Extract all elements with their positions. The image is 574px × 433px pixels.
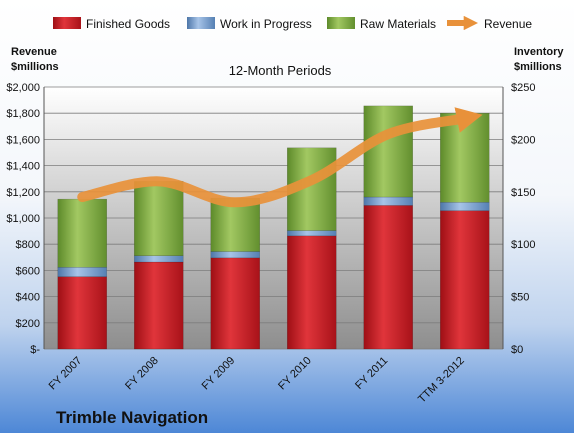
left-tick-label: $600 bbox=[16, 265, 40, 277]
legend-label-raw-materials: Raw Materials bbox=[360, 17, 436, 31]
left-axis-ticks: $- $200 $400 $600 $800 $1,000 $1,200 $1,400 $1,6… bbox=[6, 82, 40, 356]
right-tick-label: $0 bbox=[511, 344, 523, 356]
bar-finished-goods bbox=[57, 276, 107, 350]
right-tick-label: $100 bbox=[511, 239, 535, 251]
bar-work-in-progress bbox=[363, 196, 413, 206]
company-name: Trimble Navigation bbox=[56, 408, 208, 427]
legend-swatch-raw-materials bbox=[327, 17, 355, 29]
revenue-line bbox=[77, 107, 483, 208]
right-tick-label: $250 bbox=[511, 82, 535, 94]
bar-finished-goods bbox=[287, 235, 337, 350]
left-tick-label: $1,000 bbox=[6, 213, 40, 225]
bar-work-in-progress bbox=[287, 230, 337, 237]
right-axis-ticks: $0 $50 $100 $150 $200 $250 bbox=[511, 82, 535, 356]
bar-work-in-progress bbox=[134, 255, 184, 263]
right-tick-label: $50 bbox=[511, 292, 529, 304]
revenue-line-layer bbox=[77, 107, 483, 208]
chart-subtitle: 12-Month Periods bbox=[229, 63, 332, 78]
legend-label-work-in-progress: Work in Progress bbox=[220, 17, 312, 31]
bar-work-in-progress bbox=[57, 267, 107, 277]
legend-label-revenue: Revenue bbox=[484, 17, 532, 31]
left-tick-label: $2,000 bbox=[6, 82, 40, 94]
bar-finished-goods bbox=[134, 261, 184, 350]
left-tick-label: $1,600 bbox=[6, 134, 40, 146]
bar-finished-goods bbox=[363, 205, 413, 350]
left-tick-label: $1,800 bbox=[6, 108, 40, 120]
legend-swatch-work-in-progress bbox=[187, 17, 215, 29]
left-tick-label: $- bbox=[30, 344, 40, 356]
bar-raw-materials bbox=[134, 181, 184, 256]
left-axis-title-line2: $millions bbox=[11, 61, 59, 73]
right-axis-title-line2: $millions bbox=[514, 61, 562, 73]
bar-raw-materials bbox=[57, 198, 107, 268]
legend: Finished Goods Work in Progress Raw Mate… bbox=[53, 15, 532, 31]
right-tick-label: $200 bbox=[511, 134, 535, 146]
left-axis-title-line1: Revenue bbox=[11, 46, 57, 58]
left-tick-label: $800 bbox=[16, 239, 40, 251]
left-tick-label: $1,200 bbox=[6, 187, 40, 199]
right-tick-label: $150 bbox=[511, 187, 535, 199]
bar-work-in-progress bbox=[210, 251, 260, 259]
bars bbox=[57, 105, 490, 350]
bar-raw-materials bbox=[440, 112, 490, 203]
bar-work-in-progress bbox=[440, 202, 490, 211]
legend-swatch-finished-goods bbox=[53, 17, 81, 29]
left-tick-label: $1,400 bbox=[6, 161, 40, 173]
bar-finished-goods bbox=[210, 257, 260, 350]
left-tick-label: $200 bbox=[16, 318, 40, 330]
bar-finished-goods bbox=[440, 210, 490, 350]
bar-raw-materials bbox=[363, 105, 413, 198]
left-tick-label: $400 bbox=[16, 292, 40, 304]
legend-label-finished-goods: Finished Goods bbox=[86, 17, 170, 31]
right-axis-title-line1: Inventory bbox=[514, 46, 564, 58]
